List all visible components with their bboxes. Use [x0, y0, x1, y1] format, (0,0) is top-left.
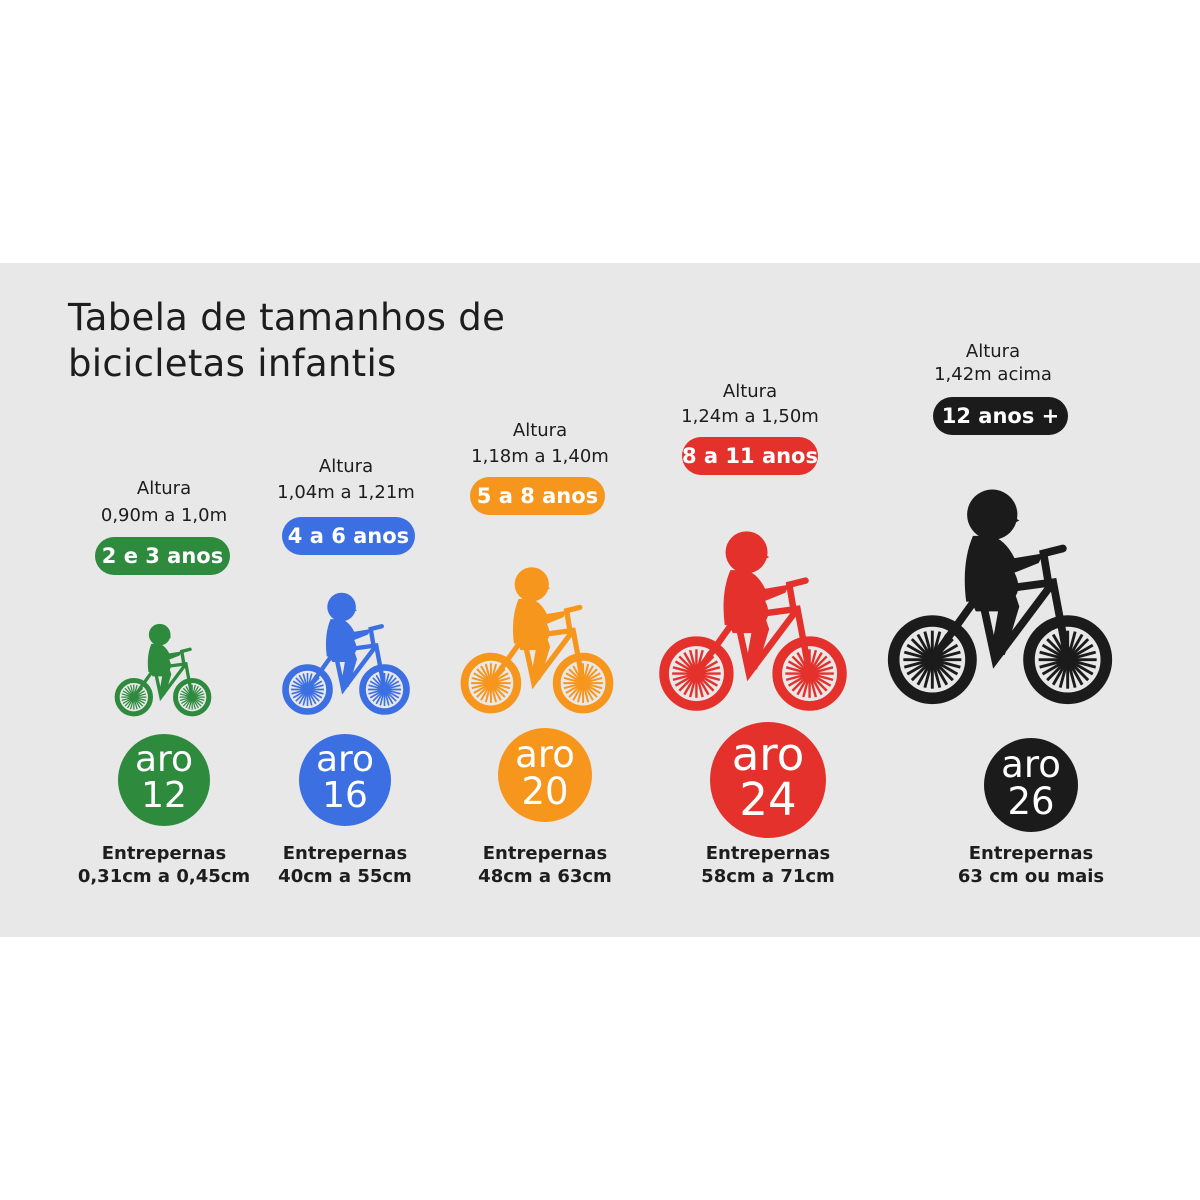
altura-range: 1,18m a 1,40m — [471, 446, 609, 467]
child-on-bicycle-icon — [113, 618, 213, 718]
age-badge: 12 anos + — [933, 397, 1068, 435]
aro-number: 12 — [141, 775, 187, 816]
entrepernas-range: 40cm a 55cm — [278, 866, 412, 887]
child-on-bicycle-icon — [656, 520, 850, 714]
aro-label: aro — [1001, 743, 1061, 786]
altura-label: Altura — [136, 478, 192, 499]
aro-label: aro — [515, 733, 575, 776]
entrepernas-label: Entrepernas — [968, 843, 1094, 864]
entrepernas-range: 0,31cm a 0,45cm — [77, 866, 251, 887]
wheel-size-badge: aro 24 — [710, 722, 826, 838]
aro-label: aro — [731, 728, 805, 781]
altura-range: 1,42m acima — [934, 364, 1052, 385]
child-on-bicycle-icon — [458, 558, 616, 716]
altura-label: Altura — [512, 420, 568, 441]
altura-label: Altura — [965, 341, 1021, 362]
wheel-size-badge: aro 16 — [299, 734, 391, 826]
wheel-size-badge: aro 20 — [498, 728, 592, 822]
entrepernas-label: Entrepernas — [705, 843, 831, 864]
aro-label: aro — [134, 739, 194, 780]
child-on-bicycle-icon — [884, 476, 1116, 708]
altura-range: 1,24m a 1,50m — [681, 406, 819, 427]
age-badge: 4 a 6 anos — [282, 517, 415, 555]
altura-range: 0,90m a 1,0m — [100, 505, 228, 526]
altura-range: 1,04m a 1,21m — [277, 482, 415, 503]
aro-number: 26 — [1007, 780, 1055, 823]
aro-number: 24 — [739, 773, 797, 826]
age-badge: 5 a 8 anos — [470, 477, 605, 515]
entrepernas-range: 58cm a 71cm — [701, 866, 835, 887]
aro-label: aro — [315, 739, 375, 780]
entrepernas-range: 63 cm ou mais — [957, 866, 1105, 887]
entrepernas-label: Entrepernas — [482, 843, 608, 864]
altura-label: Altura — [722, 381, 778, 402]
title-line-1: Tabela de tamanhos de — [68, 296, 506, 339]
entrepernas-range: 48cm a 63cm — [478, 866, 612, 887]
altura-label: Altura — [318, 456, 374, 477]
wheel-size-badge: aro 26 — [984, 738, 1078, 832]
aro-number: 20 — [521, 770, 569, 813]
age-badge: 2 e 3 anos — [95, 537, 230, 575]
wheel-size-badge: aro 12 — [118, 734, 210, 826]
title-line-2: bicicletas infantis — [68, 342, 397, 385]
age-badge: 8 a 11 anos — [682, 437, 818, 475]
aro-number: 16 — [322, 775, 368, 816]
page-title: Tabela de tamanhos de bicicletas infanti… — [68, 295, 505, 387]
entrepernas-label: Entrepernas — [282, 843, 408, 864]
child-on-bicycle-icon — [280, 585, 412, 717]
entrepernas-label: Entrepernas — [101, 843, 227, 864]
